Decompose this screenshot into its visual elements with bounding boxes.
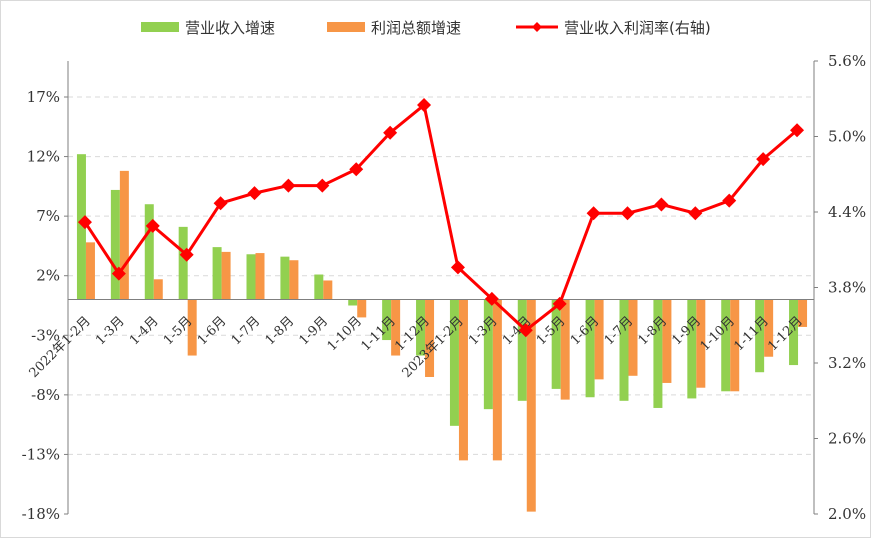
bar-revenue-growth	[348, 299, 358, 306]
bar-profit-growth	[526, 299, 536, 512]
margin-point	[145, 218, 160, 233]
bar-profit-growth	[628, 299, 638, 376]
bar-revenue-growth	[449, 299, 459, 426]
bar-profit-growth	[255, 253, 265, 300]
margin-point	[552, 296, 567, 311]
legend-label: 营业收入利润率(右轴)	[564, 19, 711, 37]
margin-point	[484, 291, 499, 306]
right-tick-label: 4.4%	[828, 203, 866, 221]
bar-profit-growth	[798, 299, 808, 327]
bar-profit-growth	[560, 299, 570, 400]
bar-profit-growth	[289, 260, 299, 300]
left-tick-label: 12%	[27, 148, 60, 166]
bar-profit-growth	[662, 299, 672, 383]
bar-profit-growth	[730, 299, 740, 392]
left-tick-label: -18%	[22, 505, 60, 523]
bar-revenue-growth	[76, 154, 86, 300]
margin-point	[281, 178, 296, 193]
margin-point	[213, 196, 228, 211]
legend-swatch	[141, 22, 179, 32]
margin-point	[756, 152, 771, 167]
left-tick-label: -3%	[31, 326, 60, 344]
margin-point	[620, 206, 635, 221]
margin-point	[722, 193, 737, 208]
bar-revenue-growth	[144, 204, 154, 300]
right-tick-label: 2.0%	[828, 505, 866, 523]
bar-profit-growth	[153, 279, 163, 300]
category-label: 1-8月	[263, 314, 298, 349]
margin-point	[179, 247, 194, 262]
bar-profit-growth	[492, 299, 502, 461]
bar-revenue-growth	[314, 274, 324, 300]
margin-point	[383, 125, 398, 140]
bar-revenue-growth	[755, 299, 765, 373]
bar-revenue-growth	[551, 299, 561, 389]
margin-point	[586, 206, 601, 221]
legend-swatch	[327, 22, 365, 32]
margin-point	[77, 215, 92, 230]
left-tick-label: -8%	[31, 386, 60, 404]
right-tick-label: 2.6%	[828, 430, 866, 448]
bar-revenue-growth	[212, 247, 222, 300]
bar-revenue-growth	[585, 299, 595, 398]
bar-profit-growth	[391, 299, 401, 356]
bar-profit-growth	[594, 299, 604, 380]
category-label: 2022年1-2月	[27, 314, 94, 381]
legend-label: 营业收入增速	[185, 19, 275, 37]
margin-point	[654, 197, 669, 212]
bar-revenue-growth	[687, 299, 697, 399]
left-tick-label: 17%	[27, 88, 60, 106]
bar-profit-growth	[357, 299, 367, 318]
bar-revenue-growth	[721, 299, 731, 392]
bar-revenue-growth	[178, 226, 188, 300]
bar-profit-growth	[458, 299, 468, 461]
bar-revenue-growth	[246, 254, 256, 300]
margin-point	[790, 123, 805, 138]
left-tick-label: 2%	[36, 267, 60, 285]
margin-point	[518, 323, 533, 338]
legend-marker	[532, 22, 542, 32]
bar-revenue-growth	[110, 189, 120, 300]
legend-label: 利润总额增速	[371, 19, 461, 37]
category-label: 1-4月	[127, 314, 162, 349]
bar-revenue-growth	[619, 299, 629, 401]
bar-profit-growth	[119, 170, 129, 300]
bar-profit-growth	[85, 242, 95, 300]
bar-profit-growth	[425, 299, 435, 377]
margin-point	[417, 98, 432, 113]
bar-revenue-growth	[789, 299, 799, 366]
left-tick-label: -13%	[22, 445, 60, 463]
category-label: 1-6月	[195, 314, 230, 349]
category-label: 1-7月	[229, 314, 264, 349]
margin-line	[83, 103, 799, 332]
margin-point	[450, 260, 465, 275]
margin-point	[688, 206, 703, 221]
bar-revenue-growth	[382, 299, 392, 341]
bar-revenue-growth	[517, 299, 527, 401]
margin-point	[111, 266, 126, 281]
right-tick-label: 3.2%	[828, 354, 866, 372]
margin-point	[349, 162, 364, 177]
right-tick-label: 3.8%	[828, 279, 866, 297]
bar-profit-growth	[187, 299, 197, 356]
left-tick-label: 7%	[36, 207, 60, 225]
bar-revenue-growth	[483, 299, 493, 410]
right-tick-label: 5.0%	[828, 128, 866, 146]
bar-profit-growth	[323, 280, 333, 300]
category-label: 1-10月	[325, 314, 365, 354]
category-label: 1-3月	[93, 314, 128, 349]
bar-revenue-growth	[416, 299, 426, 356]
margin-point	[247, 186, 262, 201]
bar-profit-growth	[696, 299, 706, 388]
bar-profit-growth	[221, 251, 231, 300]
margin-point	[315, 178, 330, 193]
bar-profit-growth	[764, 299, 774, 357]
right-tick-label: 5.6%	[828, 52, 866, 70]
bar-revenue-growth	[653, 299, 663, 408]
bar-revenue-growth	[280, 256, 290, 300]
